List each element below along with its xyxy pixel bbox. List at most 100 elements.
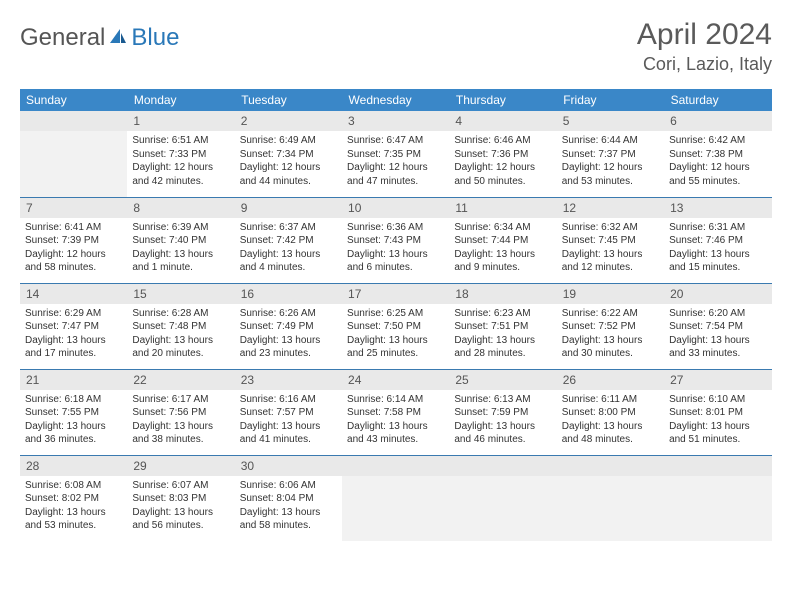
day-info-line: Sunrise: 6:42 AM [669,134,766,148]
day-info: Sunrise: 6:14 AMSunset: 7:58 PMDaylight:… [342,390,449,452]
day-info-line: Sunrise: 6:23 AM [454,307,551,321]
day-info-line: and 42 minutes. [132,175,229,189]
weekday-header: Wednesday [342,89,449,111]
day-info-line: Sunset: 7:39 PM [25,234,122,248]
day-info-line: Daylight: 12 hours [132,161,229,175]
day-info-line: Daylight: 13 hours [240,334,337,348]
day-info-line: Sunset: 7:50 PM [347,320,444,334]
day-info-line: and 9 minutes. [454,261,551,275]
calendar-cell [449,455,556,541]
day-info-line: Daylight: 13 hours [669,420,766,434]
day-info-line: Daylight: 13 hours [132,334,229,348]
day-info: Sunrise: 6:49 AMSunset: 7:34 PMDaylight:… [235,131,342,193]
day-info-line: Sunrise: 6:17 AM [132,393,229,407]
day-info: Sunrise: 6:20 AMSunset: 7:54 PMDaylight:… [664,304,771,366]
calendar-cell: 6Sunrise: 6:42 AMSunset: 7:38 PMDaylight… [664,111,771,197]
calendar-week-row: 21Sunrise: 6:18 AMSunset: 7:55 PMDayligh… [20,369,772,455]
day-info-line: Sunset: 8:01 PM [669,406,766,420]
day-number: 1 [127,111,234,131]
day-info: Sunrise: 6:29 AMSunset: 7:47 PMDaylight:… [20,304,127,366]
calendar-cell: 20Sunrise: 6:20 AMSunset: 7:54 PMDayligh… [664,283,771,369]
day-info: Sunrise: 6:25 AMSunset: 7:50 PMDaylight:… [342,304,449,366]
day-info-line: and 23 minutes. [240,347,337,361]
calendar-cell: 16Sunrise: 6:26 AMSunset: 7:49 PMDayligh… [235,283,342,369]
month-title: April 2024 [637,18,772,52]
page-header: General Blue April 2024 Cori, Lazio, Ita… [20,18,772,75]
calendar-cell: 14Sunrise: 6:29 AMSunset: 7:47 PMDayligh… [20,283,127,369]
day-info-line: Sunrise: 6:47 AM [347,134,444,148]
day-info: Sunrise: 6:22 AMSunset: 7:52 PMDaylight:… [557,304,664,366]
weekday-header: Thursday [449,89,556,111]
day-info-line: Daylight: 13 hours [454,334,551,348]
day-info: Sunrise: 6:16 AMSunset: 7:57 PMDaylight:… [235,390,342,452]
day-info-line: Daylight: 13 hours [454,248,551,262]
day-number: 21 [20,370,127,390]
calendar-cell [664,455,771,541]
day-info-line: Sunset: 8:04 PM [240,492,337,506]
day-info-line: Daylight: 13 hours [240,248,337,262]
logo-text-2: Blue [131,24,179,52]
calendar-cell: 13Sunrise: 6:31 AMSunset: 7:46 PMDayligh… [664,197,771,283]
calendar-cell: 3Sunrise: 6:47 AMSunset: 7:35 PMDaylight… [342,111,449,197]
day-info-line: Sunrise: 6:20 AM [669,307,766,321]
day-info-line: Sunrise: 6:18 AM [25,393,122,407]
calendar-body: 1Sunrise: 6:51 AMSunset: 7:33 PMDaylight… [20,111,772,541]
day-info-line: Sunset: 7:57 PM [240,406,337,420]
empty-daynum [664,456,771,476]
location-text: Cori, Lazio, Italy [637,54,772,75]
calendar-cell: 10Sunrise: 6:36 AMSunset: 7:43 PMDayligh… [342,197,449,283]
day-info: Sunrise: 6:32 AMSunset: 7:45 PMDaylight:… [557,218,664,280]
day-info-line: Sunrise: 6:34 AM [454,221,551,235]
calendar-cell: 2Sunrise: 6:49 AMSunset: 7:34 PMDaylight… [235,111,342,197]
day-info: Sunrise: 6:36 AMSunset: 7:43 PMDaylight:… [342,218,449,280]
calendar-week-row: 14Sunrise: 6:29 AMSunset: 7:47 PMDayligh… [20,283,772,369]
day-number: 2 [235,111,342,131]
day-info: Sunrise: 6:10 AMSunset: 8:01 PMDaylight:… [664,390,771,452]
day-info-line: Sunrise: 6:11 AM [562,393,659,407]
calendar-cell: 26Sunrise: 6:11 AMSunset: 8:00 PMDayligh… [557,369,664,455]
day-info-line: Daylight: 13 hours [132,420,229,434]
day-info: Sunrise: 6:51 AMSunset: 7:33 PMDaylight:… [127,131,234,193]
day-info-line: and 17 minutes. [25,347,122,361]
day-number: 5 [557,111,664,131]
day-info-line: Daylight: 13 hours [132,248,229,262]
day-info-line: and 53 minutes. [562,175,659,189]
day-info-line: Sunrise: 6:13 AM [454,393,551,407]
day-number: 29 [127,456,234,476]
calendar-cell: 7Sunrise: 6:41 AMSunset: 7:39 PMDaylight… [20,197,127,283]
day-info-line: and 15 minutes. [669,261,766,275]
day-number: 11 [449,198,556,218]
day-number: 12 [557,198,664,218]
day-info: Sunrise: 6:18 AMSunset: 7:55 PMDaylight:… [20,390,127,452]
day-info: Sunrise: 6:07 AMSunset: 8:03 PMDaylight:… [127,476,234,538]
day-number: 23 [235,370,342,390]
calendar-cell: 27Sunrise: 6:10 AMSunset: 8:01 PMDayligh… [664,369,771,455]
day-info-line: Sunrise: 6:36 AM [347,221,444,235]
day-info-line: Sunset: 8:03 PM [132,492,229,506]
calendar-cell: 28Sunrise: 6:08 AMSunset: 8:02 PMDayligh… [20,455,127,541]
day-info-line: Sunrise: 6:46 AM [454,134,551,148]
day-info-line: Daylight: 12 hours [669,161,766,175]
calendar-week-row: 28Sunrise: 6:08 AMSunset: 8:02 PMDayligh… [20,455,772,541]
day-info: Sunrise: 6:17 AMSunset: 7:56 PMDaylight:… [127,390,234,452]
day-info: Sunrise: 6:31 AMSunset: 7:46 PMDaylight:… [664,218,771,280]
day-info-line: Sunset: 7:40 PM [132,234,229,248]
day-info-line: and 28 minutes. [454,347,551,361]
day-info-line: Sunrise: 6:44 AM [562,134,659,148]
day-info-line: Sunset: 7:51 PM [454,320,551,334]
logo-text-1: General [20,24,105,52]
calendar-cell: 12Sunrise: 6:32 AMSunset: 7:45 PMDayligh… [557,197,664,283]
day-info-line: and 58 minutes. [25,261,122,275]
day-info-line: Sunset: 7:48 PM [132,320,229,334]
day-info: Sunrise: 6:42 AMSunset: 7:38 PMDaylight:… [664,131,771,193]
empty-daynum [449,456,556,476]
day-number: 20 [664,284,771,304]
day-info-line: Daylight: 13 hours [454,420,551,434]
day-info-line: Sunset: 8:00 PM [562,406,659,420]
day-info-line: and 46 minutes. [454,433,551,447]
day-info-line: Sunset: 7:47 PM [25,320,122,334]
empty-daynum [20,111,127,131]
weekday-header: Friday [557,89,664,111]
day-info-line: and 25 minutes. [347,347,444,361]
day-info-line: Daylight: 13 hours [132,506,229,520]
